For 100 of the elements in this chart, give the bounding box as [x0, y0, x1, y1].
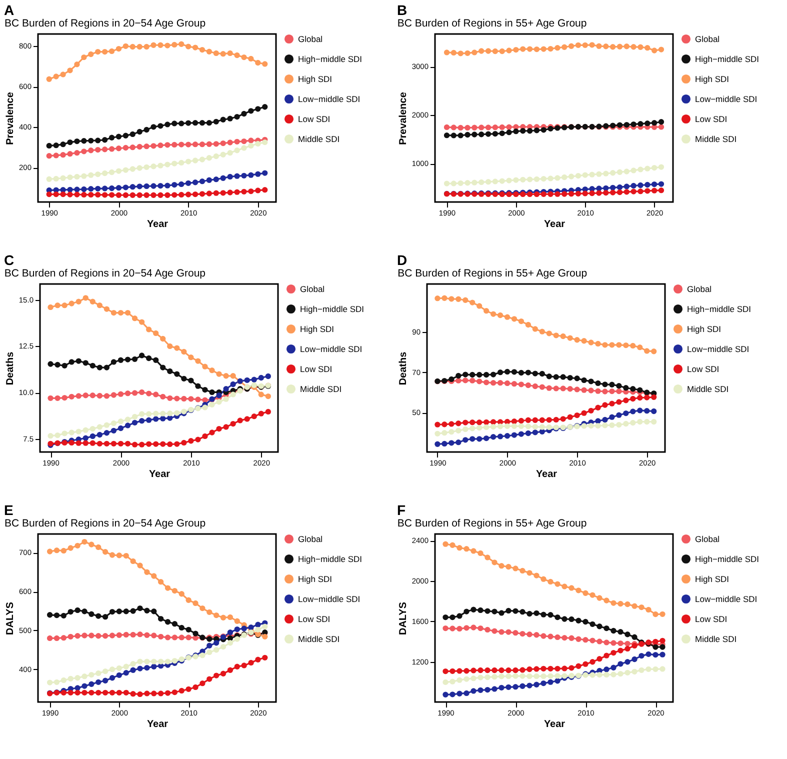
point [616, 169, 623, 175]
point [174, 441, 180, 447]
point [602, 402, 608, 408]
point [638, 121, 644, 127]
point [539, 328, 545, 334]
point [567, 386, 573, 392]
legend-label: Middle SDI [687, 384, 729, 394]
point [102, 186, 108, 192]
point [199, 141, 206, 148]
point [172, 658, 178, 664]
point [74, 62, 80, 68]
point [230, 392, 236, 398]
point [95, 48, 101, 55]
point [132, 316, 138, 322]
point [74, 192, 80, 198]
point [144, 690, 150, 696]
x-axis-title: Year [148, 469, 170, 480]
point [118, 425, 124, 432]
point [616, 422, 622, 428]
point [548, 176, 554, 182]
point [46, 76, 52, 82]
point [96, 364, 103, 370]
legend-label: Low−middle SDI [300, 344, 362, 354]
point [230, 420, 236, 427]
point [444, 180, 450, 186]
point [450, 614, 456, 620]
point [618, 670, 624, 677]
point [206, 190, 212, 196]
point [637, 344, 643, 350]
point [616, 388, 622, 394]
point [462, 420, 468, 426]
point [136, 192, 142, 198]
point [151, 573, 157, 579]
point [234, 173, 240, 179]
point [595, 380, 601, 386]
point [158, 579, 164, 585]
x-axis-title: Year [146, 219, 168, 230]
point [192, 141, 198, 148]
point [116, 552, 122, 558]
point [130, 661, 136, 667]
point [137, 658, 143, 664]
point [616, 399, 622, 405]
legend-label: High SDI [695, 574, 730, 584]
point [456, 545, 462, 551]
point [160, 441, 166, 447]
point [660, 638, 666, 644]
point [470, 548, 476, 554]
point [497, 312, 504, 318]
point [158, 192, 164, 198]
point [464, 180, 470, 186]
point [200, 652, 206, 658]
point [610, 640, 616, 646]
point [484, 674, 490, 680]
point [638, 188, 644, 194]
point [146, 355, 152, 362]
point [185, 120, 192, 126]
legend-label: High SDI [300, 324, 334, 334]
point [602, 416, 608, 423]
point [651, 181, 658, 188]
point [574, 337, 580, 343]
point [195, 358, 201, 364]
point [658, 164, 664, 170]
point [652, 638, 658, 644]
point [652, 652, 658, 658]
point [164, 182, 170, 188]
point [492, 628, 498, 634]
point [214, 612, 220, 618]
point [167, 441, 173, 448]
point [553, 374, 559, 380]
point [46, 680, 53, 686]
point [568, 585, 574, 591]
point [534, 46, 540, 52]
point [574, 376, 580, 382]
point [526, 570, 532, 576]
point [90, 440, 96, 446]
point [46, 142, 52, 149]
point [124, 390, 131, 396]
point [589, 42, 595, 48]
point [132, 442, 138, 448]
point [74, 150, 80, 156]
point [462, 372, 468, 378]
point [153, 330, 159, 336]
point [192, 600, 198, 606]
point [450, 124, 457, 130]
point [150, 42, 156, 48]
legend-label: High SDI [695, 74, 730, 84]
point [241, 110, 247, 117]
point [478, 48, 484, 54]
point [172, 634, 178, 640]
legend-label: High−middle SDI [298, 54, 362, 64]
point [590, 621, 596, 627]
point [595, 340, 601, 347]
point [562, 174, 568, 180]
point [520, 667, 526, 673]
point [637, 394, 643, 401]
point [498, 629, 504, 635]
point [116, 192, 122, 198]
point [74, 675, 80, 681]
point [546, 385, 552, 391]
point [576, 588, 582, 594]
